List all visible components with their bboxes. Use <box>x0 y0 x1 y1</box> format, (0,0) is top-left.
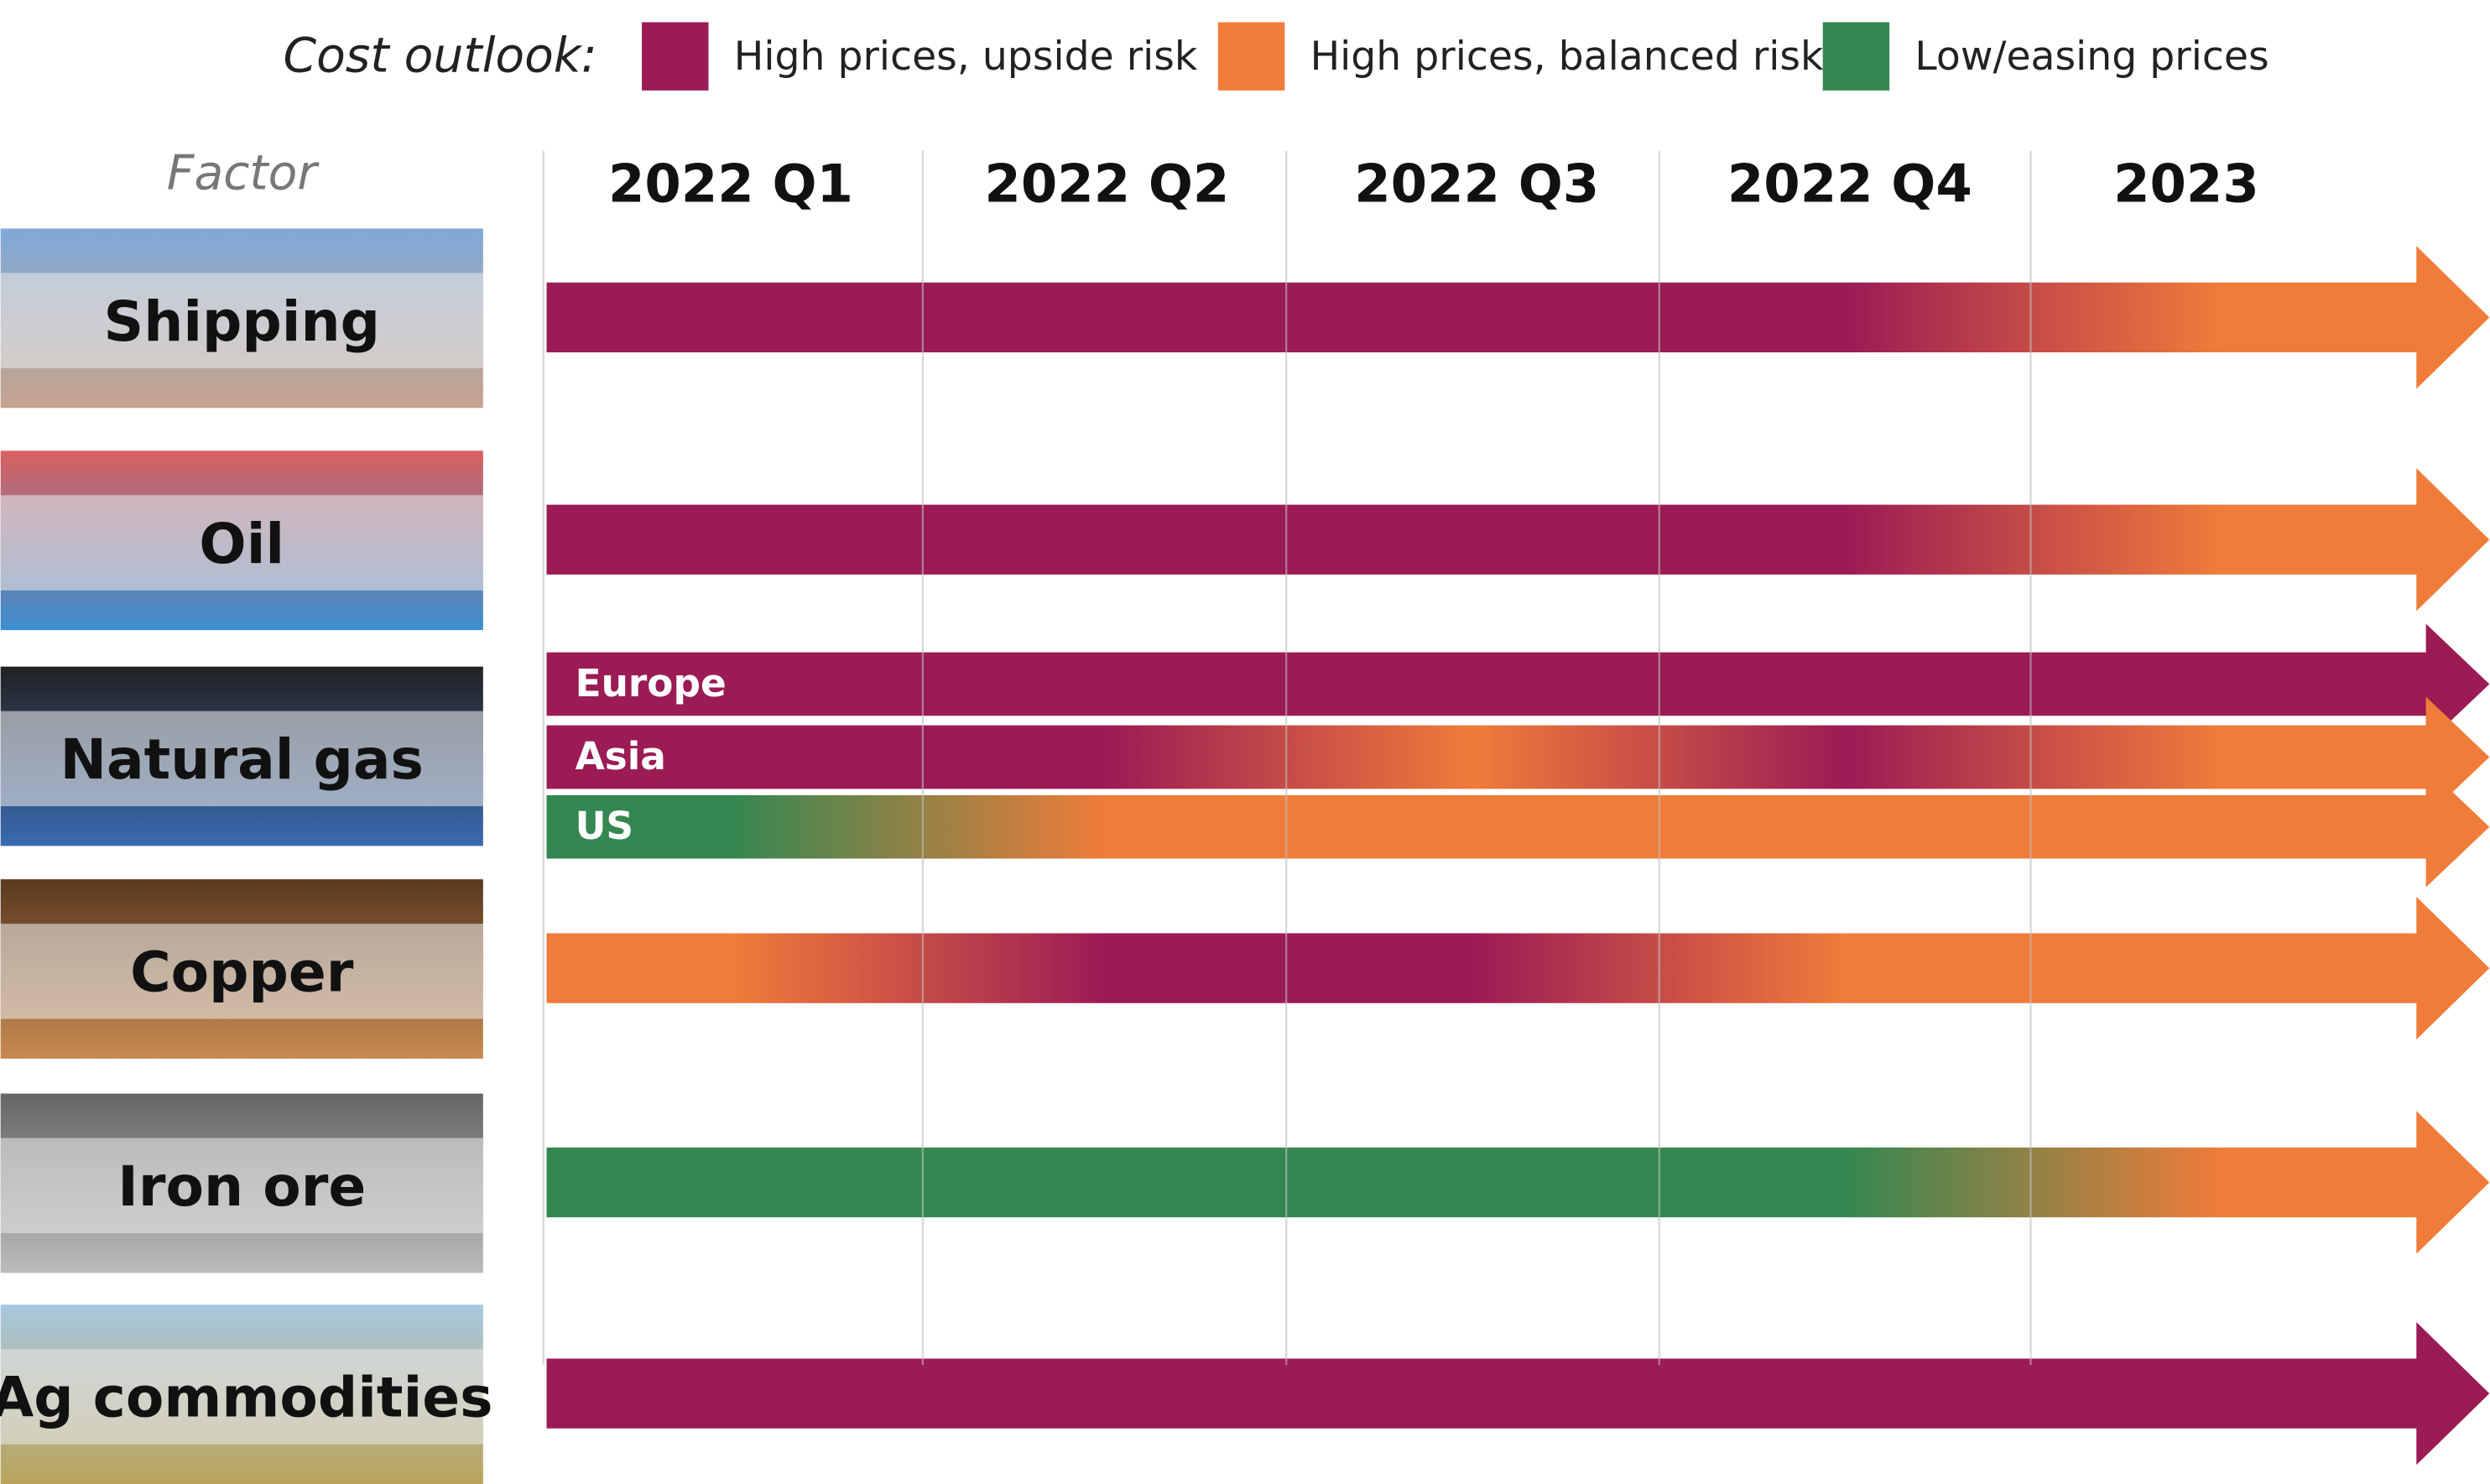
factor-label: Copper <box>130 940 354 1005</box>
outlook-bar <box>546 1111 2490 1254</box>
legend-title: Cost outlook: <box>283 29 596 84</box>
outlook-bar <box>546 246 2490 389</box>
outlook-bar <box>546 766 2490 888</box>
label-band <box>0 1138 483 1234</box>
legend-label: High prices, balanced risk <box>1310 34 1824 80</box>
label-band <box>0 273 483 368</box>
factor-label: Iron ore <box>117 1154 366 1219</box>
factor-label: Oil <box>199 512 284 576</box>
outlook-bar <box>546 696 2490 818</box>
legend-label: High prices, upside risk <box>734 34 1198 80</box>
legend-swatch <box>642 22 709 91</box>
period-header: 2023 <box>2113 153 2259 214</box>
period-header: 2022 Q4 <box>1727 153 1972 214</box>
legend-swatch <box>1217 22 1285 91</box>
label-band <box>0 495 483 591</box>
factor-label: Natural gas <box>60 727 424 792</box>
factor-label: Shipping <box>104 289 381 354</box>
outlook-bar <box>546 1322 2490 1466</box>
bar-label: US <box>576 804 634 848</box>
factor-header: Factor <box>167 146 320 201</box>
bar-label: Asia <box>576 734 666 778</box>
period-header: 2022 Q1 <box>608 153 853 214</box>
factor-label: Ag commodities <box>0 1366 493 1430</box>
label-band <box>0 711 483 807</box>
outlook-bar <box>546 623 2490 745</box>
legend-swatch <box>1822 22 1890 91</box>
period-header: 2022 Q3 <box>1354 153 1599 214</box>
bar-label: Europe <box>576 661 727 706</box>
label-band <box>0 1349 483 1445</box>
period-header: 2022 Q2 <box>984 153 1229 214</box>
label-band <box>0 924 483 1019</box>
legend-label: Low/easing prices <box>1914 34 2269 80</box>
outlook-bar <box>546 468 2490 612</box>
outlook-bar <box>546 896 2490 1040</box>
